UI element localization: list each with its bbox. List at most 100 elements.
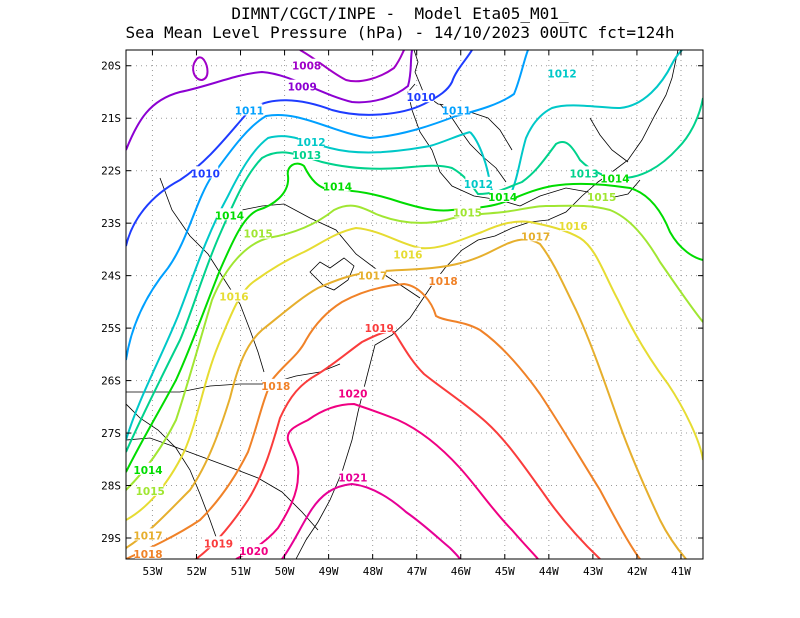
y-tick-label: 27S: [101, 427, 121, 440]
contour-label-bg: [430, 273, 457, 286]
x-tick-label: 45W: [495, 565, 515, 578]
contour-label-1011: 1011: [442, 105, 471, 117]
isobar-1014-east: [497, 182, 703, 261]
contour-label-1018: 1018: [133, 549, 162, 561]
isobar-1008-cell: [192, 56, 209, 82]
contour-label-bg: [588, 189, 615, 202]
y-tick-label: 28S: [101, 480, 121, 493]
border-argentina: [126, 403, 221, 549]
contour-label-1014: 1014: [488, 192, 517, 204]
border-mg-es: [589, 117, 629, 163]
contour-label-bg: [324, 179, 351, 192]
contour-label-1009: 1009: [288, 82, 317, 94]
contour-label-1016: 1016: [558, 221, 587, 233]
isobar-1018: [126, 282, 641, 559]
contour-label-bg: [240, 544, 267, 557]
contour-label-bg: [465, 176, 492, 189]
y-tick-label: 24S: [101, 270, 121, 283]
x-tick-label: 52W: [187, 565, 207, 578]
contour-label-bg: [366, 321, 393, 334]
contour-label-bg: [293, 58, 320, 71]
y-tick-label: 25S: [101, 322, 121, 335]
x-tick-label: 49W: [319, 565, 339, 578]
contour-label-1010: 1010: [191, 168, 220, 180]
contour-label-1012: 1012: [547, 69, 576, 81]
contour-label-1016: 1016: [393, 250, 422, 262]
x-tick-label: 53W: [142, 565, 162, 578]
contour-label-1010: 1010: [406, 92, 435, 104]
contour-label-bg: [245, 226, 272, 239]
isobar-1016: [126, 220, 703, 521]
contour-label-1011: 1011: [235, 105, 264, 117]
contour-label-bg: [220, 289, 247, 302]
contour-label-1020: 1020: [239, 546, 268, 558]
title-line-2: Sea Mean Level Pressure (hPa) - 14/10/20…: [125, 23, 675, 42]
isobar-1014-west: [126, 162, 499, 473]
contour-label-1012: 1012: [296, 137, 325, 149]
border-sc-rs: [126, 437, 319, 531]
contour-label-1016: 1016: [219, 292, 248, 304]
contour-label-bg: [359, 268, 386, 281]
contour-label-1015: 1015: [136, 486, 165, 498]
y-tick-label: 26S: [101, 375, 121, 388]
contour-label-bg: [443, 103, 470, 116]
contour-label-bg: [216, 208, 243, 221]
contour-label-bg: [135, 528, 162, 541]
contour-label-1015: 1015: [453, 208, 482, 220]
x-tick-label: 50W: [275, 565, 295, 578]
isobar-1009: [126, 50, 413, 151]
x-tick-label: 46W: [451, 565, 471, 578]
x-axis-ticks: 53W 52W 51W 50W 49W 48W 47W 46W 45W 44W 43W 42W 41W: [142, 50, 691, 578]
x-tick-label: 47W: [407, 565, 427, 578]
contour-label-1019: 1019: [204, 538, 233, 550]
y-tick-label: 20S: [101, 60, 121, 73]
contour-label-bg: [489, 189, 516, 202]
y-tick-label: 22S: [101, 165, 121, 178]
contour-label-bg: [293, 147, 320, 160]
contour-label-1014: 1014: [600, 174, 629, 186]
contour-label-bg: [454, 205, 481, 218]
isobar-1021: [281, 482, 461, 559]
contour-label-bg: [571, 166, 598, 179]
figure-title: DIMNT/CGCT/INPE - Model Eta05_M01_ Sea M…: [0, 4, 800, 42]
contour-label-1017: 1017: [133, 530, 162, 542]
contour-label-1014: 1014: [215, 210, 244, 222]
isobar-1017: [126, 238, 687, 559]
contour-label-bg: [262, 378, 289, 391]
contour-label-bg: [408, 90, 435, 103]
isobar-1012-west: [126, 131, 471, 441]
contour-label-1014: 1014: [133, 465, 162, 477]
contour-label-1013: 1013: [569, 168, 598, 180]
contour-label-bg: [549, 66, 576, 79]
contour-label-bg: [135, 462, 162, 475]
x-tick-label: 51W: [231, 565, 251, 578]
isobars: [126, 50, 703, 559]
map-frame: [125, 49, 704, 560]
contour-label-bg: [192, 166, 219, 179]
contour-label-bg: [339, 470, 366, 483]
contour-label-1020: 1020: [338, 389, 367, 401]
x-tick-label: 42W: [627, 565, 647, 578]
grid-lines: [126, 50, 703, 559]
contour-label-1012: 1012: [464, 179, 493, 191]
contour-label-bg: [289, 79, 316, 92]
x-tick-label: 44W: [539, 565, 559, 578]
isobar-1020: [235, 402, 539, 559]
contour-label-1018: 1018: [261, 381, 290, 393]
isobar-1010: [126, 50, 473, 247]
contour-label-1015: 1015: [587, 192, 616, 204]
contour-label-bg: [135, 546, 162, 559]
contour-label-1018: 1018: [429, 276, 458, 288]
title-line-1: DIMNT/CGCT/INPE - Model Eta05_M01_: [231, 4, 569, 23]
x-tick-label: 41W: [671, 565, 691, 578]
isobar-1015: [126, 204, 703, 491]
x-tick-label: 48W: [363, 565, 383, 578]
contour-label-bg: [236, 103, 263, 116]
contour-label-bg: [137, 483, 164, 496]
contour-label-bg: [560, 218, 587, 231]
x-tick-label: 43W: [583, 565, 603, 578]
y-tick-label: 21S: [101, 112, 121, 125]
contour-label-1019: 1019: [365, 323, 394, 335]
y-tick-label: 29S: [101, 532, 121, 545]
